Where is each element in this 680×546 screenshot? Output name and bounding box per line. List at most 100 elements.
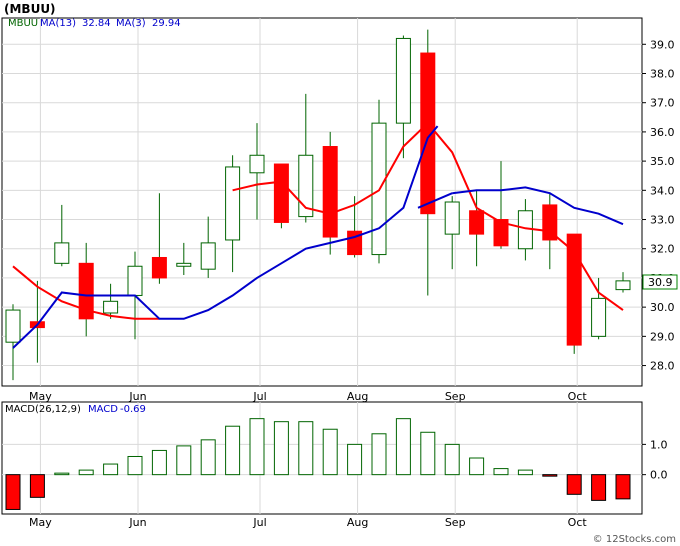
price-tick-label: 34.0 bbox=[650, 184, 675, 197]
macd-bar-negative bbox=[615, 474, 631, 500]
month-label: May bbox=[29, 516, 52, 529]
macd-legend-name: MACD bbox=[88, 404, 118, 415]
candle-up bbox=[298, 154, 314, 218]
candle-down bbox=[566, 233, 582, 346]
candle-up bbox=[444, 201, 460, 235]
macd-bar-positive bbox=[347, 443, 363, 476]
month-axis: May May Jun Jun Jul Jul Aug Aug Sep Sep Oct Oct bbox=[29, 390, 587, 529]
macd-bars bbox=[5, 418, 631, 510]
price-tick-label: 33.0 bbox=[650, 214, 675, 227]
month-label: Sep bbox=[445, 516, 466, 529]
macd-bar-positive bbox=[444, 443, 460, 476]
month-label: Jun bbox=[128, 516, 146, 529]
month-label: Aug bbox=[347, 516, 368, 529]
candle-up bbox=[615, 280, 631, 291]
price-tick-label: 37.0 bbox=[650, 97, 675, 110]
candle-up bbox=[103, 300, 119, 314]
price-tick-label: 30.0 bbox=[650, 301, 675, 314]
macd-bar-positive bbox=[469, 457, 485, 476]
candle-up bbox=[591, 297, 607, 337]
macd-bar-positive bbox=[517, 469, 533, 476]
macd-bar-positive bbox=[54, 472, 70, 476]
macd-panel: 0.0 1.0 MACD(26,12,9) MACD -0.69 bbox=[1, 401, 668, 515]
macd-bar-positive bbox=[395, 418, 411, 476]
price-tick-label: 39.0 bbox=[650, 38, 675, 51]
macd-panel-frame bbox=[1, 401, 643, 515]
macd-bar-positive bbox=[420, 431, 436, 476]
candle-up bbox=[225, 166, 241, 241]
legend-ma3-name: MA(3) bbox=[116, 18, 146, 29]
ma3-line bbox=[232, 121, 624, 311]
ma13-line bbox=[417, 192, 453, 209]
price-tick-label: 29.0 bbox=[650, 330, 675, 343]
macd-tick-label: 1.0 bbox=[650, 438, 668, 451]
moving-average-lines bbox=[12, 121, 624, 349]
macd-bar-positive bbox=[273, 421, 289, 476]
price-tick-label: 36.0 bbox=[650, 126, 675, 139]
macd-title: MACD(26,12,9) bbox=[5, 404, 81, 415]
candle-down bbox=[493, 219, 509, 247]
price-tick-label: 32.0 bbox=[650, 243, 675, 256]
macd-bar-positive bbox=[176, 445, 192, 476]
legend-ma3-value: 29.94 bbox=[152, 18, 181, 29]
candle-up bbox=[200, 242, 216, 270]
ma3-line bbox=[12, 265, 160, 320]
macd-y-axis: 0.0 1.0 bbox=[642, 438, 668, 482]
candle-up bbox=[127, 265, 143, 296]
macd-bar-negative bbox=[591, 474, 607, 501]
price-tick-label: 38.0 bbox=[650, 67, 675, 80]
macd-bar-positive bbox=[371, 433, 387, 476]
candle-down bbox=[469, 210, 485, 235]
last-price-box bbox=[642, 274, 678, 290]
month-label: May bbox=[29, 390, 52, 403]
macd-bar-negative bbox=[5, 474, 21, 510]
candle-up bbox=[5, 309, 21, 343]
macd-bar-negative bbox=[566, 474, 582, 495]
legend-ma13-name: MA(13) bbox=[40, 18, 76, 29]
candle-down bbox=[151, 256, 167, 279]
macd-tick-label: 0.0 bbox=[650, 469, 668, 482]
candle-up bbox=[176, 262, 192, 267]
price-tick-label: 35.0 bbox=[650, 155, 675, 168]
month-label: Jul bbox=[252, 390, 266, 403]
macd-bar-positive bbox=[298, 421, 314, 476]
macd-legend-value: -0.69 bbox=[120, 404, 146, 415]
macd-bar-negative bbox=[29, 474, 45, 498]
price-panel-frame bbox=[1, 17, 643, 387]
macd-bar-positive bbox=[200, 439, 216, 476]
legend-mbuu: MBUU bbox=[8, 18, 38, 29]
macd-bar-positive bbox=[493, 468, 509, 476]
price-panel: 28.029.030.031.032.033.034.035.036.037.0… bbox=[1, 17, 678, 387]
candle-up bbox=[249, 154, 265, 174]
month-label: Jul bbox=[252, 516, 266, 529]
macd-bar-positive bbox=[103, 463, 119, 476]
month-label: Sep bbox=[445, 390, 466, 403]
candle-down bbox=[273, 163, 289, 223]
symbol-title: (MBUU) bbox=[4, 2, 56, 16]
price-tick-label: 28.0 bbox=[650, 360, 675, 373]
macd-bar-positive bbox=[151, 449, 167, 476]
macd-bar-positive bbox=[249, 418, 265, 476]
candle-down bbox=[78, 262, 94, 320]
candle-up bbox=[395, 37, 411, 124]
macd-bar-positive bbox=[127, 455, 143, 476]
month-label: Aug bbox=[347, 390, 368, 403]
watermark: © 12Stocks.com bbox=[593, 534, 676, 545]
price-legend: MBUU MA(13) 32.84 MA(3) 29.94 bbox=[8, 18, 181, 29]
ma13-line bbox=[12, 125, 439, 349]
macd-bar-positive bbox=[78, 469, 94, 476]
macd-bar-positive bbox=[322, 428, 338, 476]
price-y-axis: 28.029.030.031.032.033.034.035.036.037.0… bbox=[642, 38, 675, 373]
month-label: Jun bbox=[128, 390, 146, 403]
macd-bar-positive bbox=[225, 425, 241, 476]
legend-ma13-value: 32.84 bbox=[82, 18, 111, 29]
candle-down bbox=[322, 146, 338, 238]
candle-down bbox=[420, 52, 436, 215]
month-label: Oct bbox=[568, 390, 588, 403]
candle-up bbox=[54, 242, 70, 264]
ma13-line bbox=[452, 186, 624, 226]
month-label: Oct bbox=[568, 516, 588, 529]
macd-bar-negative bbox=[542, 474, 558, 477]
last-price-label: 30.9 bbox=[648, 276, 673, 289]
